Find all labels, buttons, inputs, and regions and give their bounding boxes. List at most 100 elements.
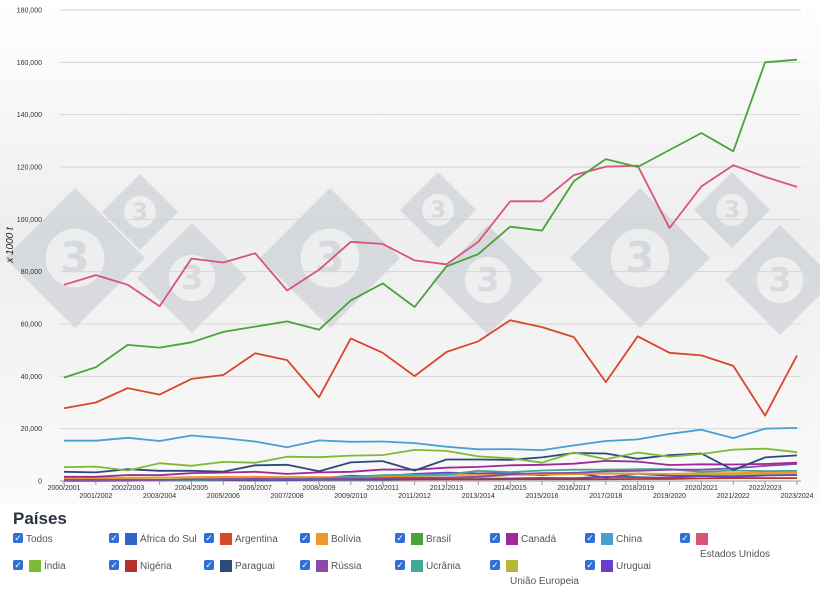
x-tick-label: 2022/2023 <box>749 485 782 492</box>
x-axis-ticks: 2000/20012001/20022002/20032003/20042004… <box>47 481 814 500</box>
legend-swatch <box>411 533 423 545</box>
chart-area: 3 3 3 3 3 3 3 3 3 0 20,000 40,000 60,000 80,000 100,0… <box>0 0 820 505</box>
legend-title: Países <box>13 509 67 528</box>
x-tick-label: 2016/2017 <box>557 485 590 492</box>
legend-label: Ucrânia <box>426 561 461 572</box>
legend-swatch <box>220 533 232 545</box>
x-tick-label: 2023/2024 <box>780 493 813 500</box>
legend-checkbox[interactable]: ✓ <box>680 533 690 543</box>
x-tick-label: 2000/2001 <box>47 485 80 492</box>
x-tick-label: 2006/2007 <box>239 485 272 492</box>
legend-label: União Europeia <box>510 576 579 587</box>
x-tick-label: 2003/2004 <box>143 493 176 500</box>
x-tick-label: 2002/2003 <box>111 485 144 492</box>
legend-checkbox[interactable]: ✓ <box>204 533 214 543</box>
legend-checkbox[interactable]: ✓ <box>490 560 500 570</box>
svg-text:3: 3 <box>625 233 654 282</box>
y-tick-label: 40,000 <box>21 374 43 381</box>
series-line-brasil <box>63 58 798 379</box>
series-line--ndia <box>63 447 798 472</box>
legend-checkbox[interactable]: ✓ <box>300 533 310 543</box>
legend-swatch <box>601 533 613 545</box>
legend-checkbox[interactable]: ✓ <box>13 560 23 570</box>
legend-checkbox[interactable]: ✓ <box>300 560 310 570</box>
legend-checkbox[interactable]: ✓ <box>585 533 595 543</box>
legend-checkbox[interactable]: ✓ <box>109 560 119 570</box>
legend-swatch <box>125 533 137 545</box>
series-line-estados-unidos <box>63 164 798 308</box>
x-tick-label: 2019/2020 <box>653 493 686 500</box>
legend-label: Nigéria <box>140 561 172 572</box>
legend-checkbox[interactable]: ✓ <box>585 560 595 570</box>
legend-label: Rússia <box>331 561 362 572</box>
legend-swatch <box>506 533 518 545</box>
series-line-paraguai <box>63 452 798 474</box>
watermark-logo: 3 <box>433 225 543 335</box>
y-tick-label: 80,000 <box>21 269 43 276</box>
legend-checkbox[interactable]: ✓ <box>490 533 500 543</box>
svg-text:3: 3 <box>60 233 89 282</box>
x-tick-label: 2009/2010 <box>334 493 367 500</box>
x-tick-label: 2010/2011 <box>366 485 399 492</box>
series-line-argentina <box>63 319 798 417</box>
svg-text:3: 3 <box>724 198 740 224</box>
legend-checkbox[interactable]: ✓ <box>13 533 23 543</box>
x-tick-label: 2017/2018 <box>589 493 622 500</box>
x-tick-label: 2015/2016 <box>525 493 558 500</box>
y-tick-label: 180,000 <box>17 8 42 15</box>
chart-lines <box>63 58 798 482</box>
y-axis-ticks: 0 20,000 40,000 60,000 80,000 100,000 120,000 1… <box>17 8 42 486</box>
y-tick-label: 100,000 <box>17 217 42 224</box>
legend-label: Todos <box>26 534 53 545</box>
legend-label: Estados Unidos <box>700 549 771 560</box>
x-tick-label: 2001/2002 <box>79 493 112 500</box>
x-tick-label: 2020/2021 <box>685 485 718 492</box>
y-tick-label: 160,000 <box>17 60 42 67</box>
svg-text:3: 3 <box>430 198 446 224</box>
x-tick-label: 2011/2012 <box>398 493 431 500</box>
x-tick-label: 2012/2013 <box>430 485 463 492</box>
legend-swatch <box>316 533 328 545</box>
line-chart: 3 3 3 3 3 3 3 3 3 0 20,000 40,000 60,000 80,000 100,0… <box>0 0 820 505</box>
watermark-logo: 3 <box>400 172 476 248</box>
svg-text:3: 3 <box>181 258 204 297</box>
legend-checkbox[interactable]: ✓ <box>395 533 405 543</box>
legend-swatch <box>411 560 423 572</box>
x-tick-label: 2007/2008 <box>271 493 304 500</box>
legend-label: Argentina <box>235 534 278 545</box>
series-line-canad- <box>64 459 798 478</box>
watermark-logos: 3 3 3 3 3 3 3 3 3 <box>5 172 820 335</box>
legend-swatch <box>125 560 137 572</box>
legend-label: Bolívia <box>331 534 362 545</box>
legend-label: China <box>616 534 643 545</box>
watermark-logo: 3 <box>570 188 710 328</box>
legend-label: Canadá <box>521 534 557 545</box>
legend-label: Índia <box>44 561 66 572</box>
legend-label: Brasil <box>426 534 452 545</box>
legend-swatch <box>696 533 708 545</box>
y-tick-label: 60,000 <box>21 322 43 329</box>
legend-swatch <box>506 560 518 572</box>
series-line-china <box>64 427 798 452</box>
x-tick-label: 2013/2014 <box>462 493 495 500</box>
series-line-r-ssia <box>64 463 798 481</box>
svg-text:3: 3 <box>769 260 792 299</box>
legend-checkbox[interactable]: ✓ <box>109 533 119 543</box>
legend-label: Paraguai <box>235 561 276 572</box>
x-tick-label: 2021/2022 <box>717 493 750 500</box>
watermark-logo: 3 <box>694 172 770 248</box>
svg-text:3: 3 <box>315 233 344 282</box>
x-tick-label: 2004/2005 <box>175 485 208 492</box>
svg-text:3: 3 <box>477 260 500 299</box>
legend-checkbox[interactable]: ✓ <box>204 560 214 570</box>
svg-text:3: 3 <box>132 200 148 226</box>
legend-checkbox[interactable]: ✓ <box>395 560 405 570</box>
y-tick-label: 140,000 <box>17 112 42 119</box>
watermark-logo: 3 <box>725 225 820 335</box>
legend-label: Uruguai <box>616 561 652 572</box>
legend-swatch <box>220 560 232 572</box>
watermark-logo: 3 <box>5 188 145 328</box>
y-tick-label: 20,000 <box>21 426 43 433</box>
x-tick-label: 2014/2015 <box>494 485 527 492</box>
y-axis-label: x 1000 t <box>5 226 16 264</box>
